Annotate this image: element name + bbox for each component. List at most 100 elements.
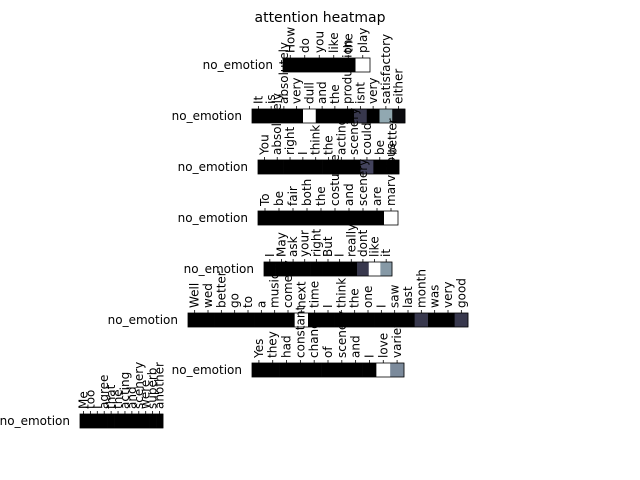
heat-cell (390, 363, 405, 377)
token-label: was (428, 285, 442, 308)
cell-frame (282, 57, 371, 73)
heat-cell (294, 313, 309, 327)
token-label: constant (293, 306, 307, 358)
heat-cell (322, 160, 336, 174)
token-label: could (360, 123, 374, 156)
token-label: absolutely (270, 93, 284, 155)
token-label: musical (268, 262, 282, 308)
chart-title: attention heatmap (255, 10, 386, 26)
heat-cell (373, 160, 387, 174)
heat-cell (264, 262, 276, 276)
heat-cell (355, 58, 371, 72)
token-label: the (348, 288, 362, 308)
heat-cell (357, 262, 370, 276)
token-label: production (341, 40, 355, 104)
heat-cell (293, 363, 308, 377)
heat-cell (360, 160, 374, 174)
token-label: right (309, 229, 323, 257)
token-label: think (334, 278, 348, 308)
heat-cell (93, 414, 102, 428)
heat-cell (354, 109, 368, 123)
token-label: very (441, 281, 455, 308)
heat-cell (356, 211, 371, 225)
heat-cell (347, 160, 361, 174)
token-label: saw (388, 284, 402, 308)
token-label: I (296, 151, 310, 155)
heat-cell (380, 262, 393, 276)
heat-cell (80, 414, 88, 428)
heat-cell (121, 414, 129, 428)
heat-cell (128, 414, 136, 428)
heat-cell (428, 313, 442, 327)
token-label: dull (302, 82, 316, 104)
token-label: one (361, 286, 375, 308)
token-label: better (386, 118, 400, 155)
heat-cell (309, 160, 323, 174)
token-label: scenery (347, 108, 361, 155)
heat-cell (401, 313, 415, 327)
token-label: time (308, 281, 322, 308)
heat-cell (156, 414, 164, 428)
token-label: isnt (353, 82, 367, 104)
token-label: scenery (356, 159, 370, 206)
token-label: be (373, 140, 387, 155)
heat-cell (341, 109, 355, 123)
row-label: no_emotion (108, 313, 178, 327)
heat-cell (275, 262, 288, 276)
heat-cell (308, 313, 322, 327)
token-label: like (368, 236, 382, 257)
heat-cell (86, 414, 95, 428)
heat-cell (296, 160, 310, 174)
token-label: the (328, 84, 342, 104)
heat-cell (368, 262, 381, 276)
token-label: scenery (335, 311, 349, 358)
heat-cell (272, 211, 287, 225)
heat-cell (100, 414, 108, 428)
cell-frame (257, 210, 399, 226)
token-label: to (241, 296, 255, 308)
token-label: you (312, 31, 326, 53)
heat-cell (315, 109, 329, 123)
token-label: that (104, 384, 118, 409)
token-label: and (342, 183, 356, 206)
heat-cell (300, 211, 315, 225)
token-label: and (315, 81, 329, 104)
heat-cell (361, 313, 375, 327)
token-label: the (111, 389, 125, 409)
row-label: no_emotion (184, 262, 254, 276)
token-label: like (327, 32, 341, 53)
heat-cell (252, 109, 266, 123)
token-label: go (228, 293, 242, 308)
heat-cell (312, 58, 327, 72)
token-label: play (356, 28, 370, 53)
token-label: I (333, 253, 347, 257)
heat-cell (135, 414, 143, 428)
heat-cell (290, 109, 304, 123)
heat-cell (348, 313, 362, 327)
token-label: another (153, 362, 167, 409)
token-label: it (379, 249, 393, 257)
token-label: change (307, 314, 321, 358)
token-label: were (139, 380, 153, 409)
heat-cell (328, 211, 343, 225)
heat-cell (384, 211, 399, 225)
heat-cell (392, 109, 406, 123)
heat-cell (388, 313, 402, 327)
heat-cell (321, 313, 335, 327)
token-label: You (257, 134, 271, 156)
token-label: agree (97, 375, 111, 409)
row-label: no_emotion (0, 414, 70, 428)
token-label: last (401, 286, 415, 308)
token-label: both (300, 179, 314, 206)
token-label: I (263, 253, 277, 257)
heat-cell (342, 211, 357, 225)
token-label: acting (118, 372, 132, 409)
heat-cell (142, 414, 150, 428)
heat-cell (254, 313, 269, 327)
heat-cell (334, 313, 349, 327)
token-label: your (298, 230, 312, 257)
heat-cell (307, 363, 322, 377)
heat-cell (287, 262, 300, 276)
heat-cell (283, 160, 297, 174)
heat-cell (201, 313, 215, 327)
